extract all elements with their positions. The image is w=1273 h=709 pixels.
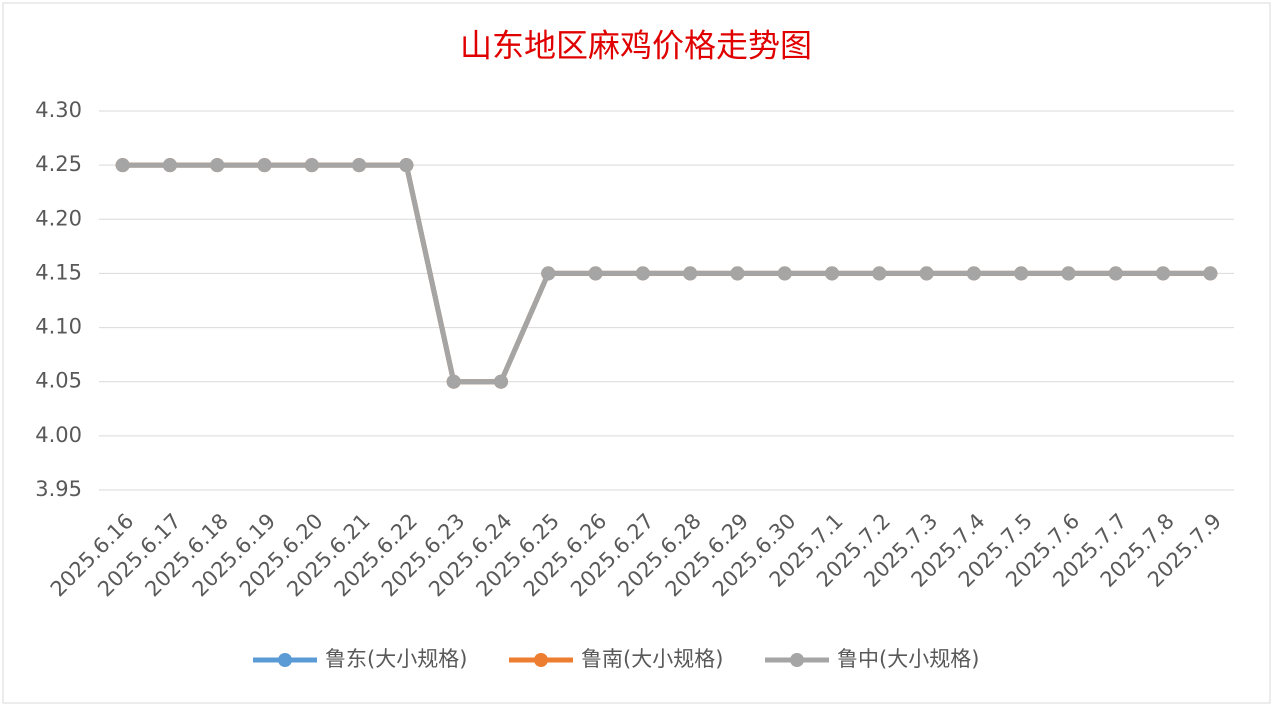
marker xyxy=(777,266,792,281)
y-tick-label: 4.15 xyxy=(35,260,82,284)
marker xyxy=(493,374,508,389)
marker xyxy=(115,158,130,173)
marker xyxy=(919,266,934,281)
chart-title: 山东地区麻鸡价格走势图 xyxy=(460,27,812,65)
series-line xyxy=(122,162,1211,385)
y-tick-label: 4.25 xyxy=(35,152,82,176)
marker xyxy=(1014,266,1029,281)
y-tick-label: 4.10 xyxy=(35,315,82,339)
legend-item: 鲁东(大小规格) xyxy=(253,647,467,671)
marker xyxy=(257,158,272,173)
marker xyxy=(162,158,177,173)
marker xyxy=(730,266,745,281)
marker xyxy=(352,158,367,173)
marker xyxy=(588,266,603,281)
y-tick-label: 4.30 xyxy=(35,98,82,122)
marker xyxy=(304,158,319,173)
legend-label: 鲁南(大小规格) xyxy=(581,647,723,671)
marker xyxy=(446,374,461,389)
series xyxy=(115,158,1218,389)
y-tick-label: 4.05 xyxy=(35,369,82,393)
legend-label: 鲁东(大小规格) xyxy=(325,647,467,671)
marker xyxy=(541,266,556,281)
marker xyxy=(1156,266,1171,281)
marker xyxy=(872,266,887,281)
marker xyxy=(210,158,225,173)
marker xyxy=(825,266,840,281)
marker xyxy=(1108,266,1123,281)
marker xyxy=(1061,266,1076,281)
legend-marker xyxy=(790,653,804,667)
legend-marker xyxy=(278,653,292,667)
marker xyxy=(683,266,698,281)
marker xyxy=(399,158,414,173)
marker xyxy=(966,266,981,281)
marker xyxy=(635,266,650,281)
legend-item: 鲁中(大小规格) xyxy=(765,647,979,671)
y-tick-label: 4.00 xyxy=(35,423,82,447)
legend-marker xyxy=(534,653,548,667)
y-tick-label: 3.95 xyxy=(35,477,82,501)
legend-label: 鲁中(大小规格) xyxy=(837,647,979,671)
y-tick-label: 4.20 xyxy=(35,206,82,230)
legend-item: 鲁南(大小规格) xyxy=(509,647,723,671)
marker xyxy=(1203,266,1218,281)
